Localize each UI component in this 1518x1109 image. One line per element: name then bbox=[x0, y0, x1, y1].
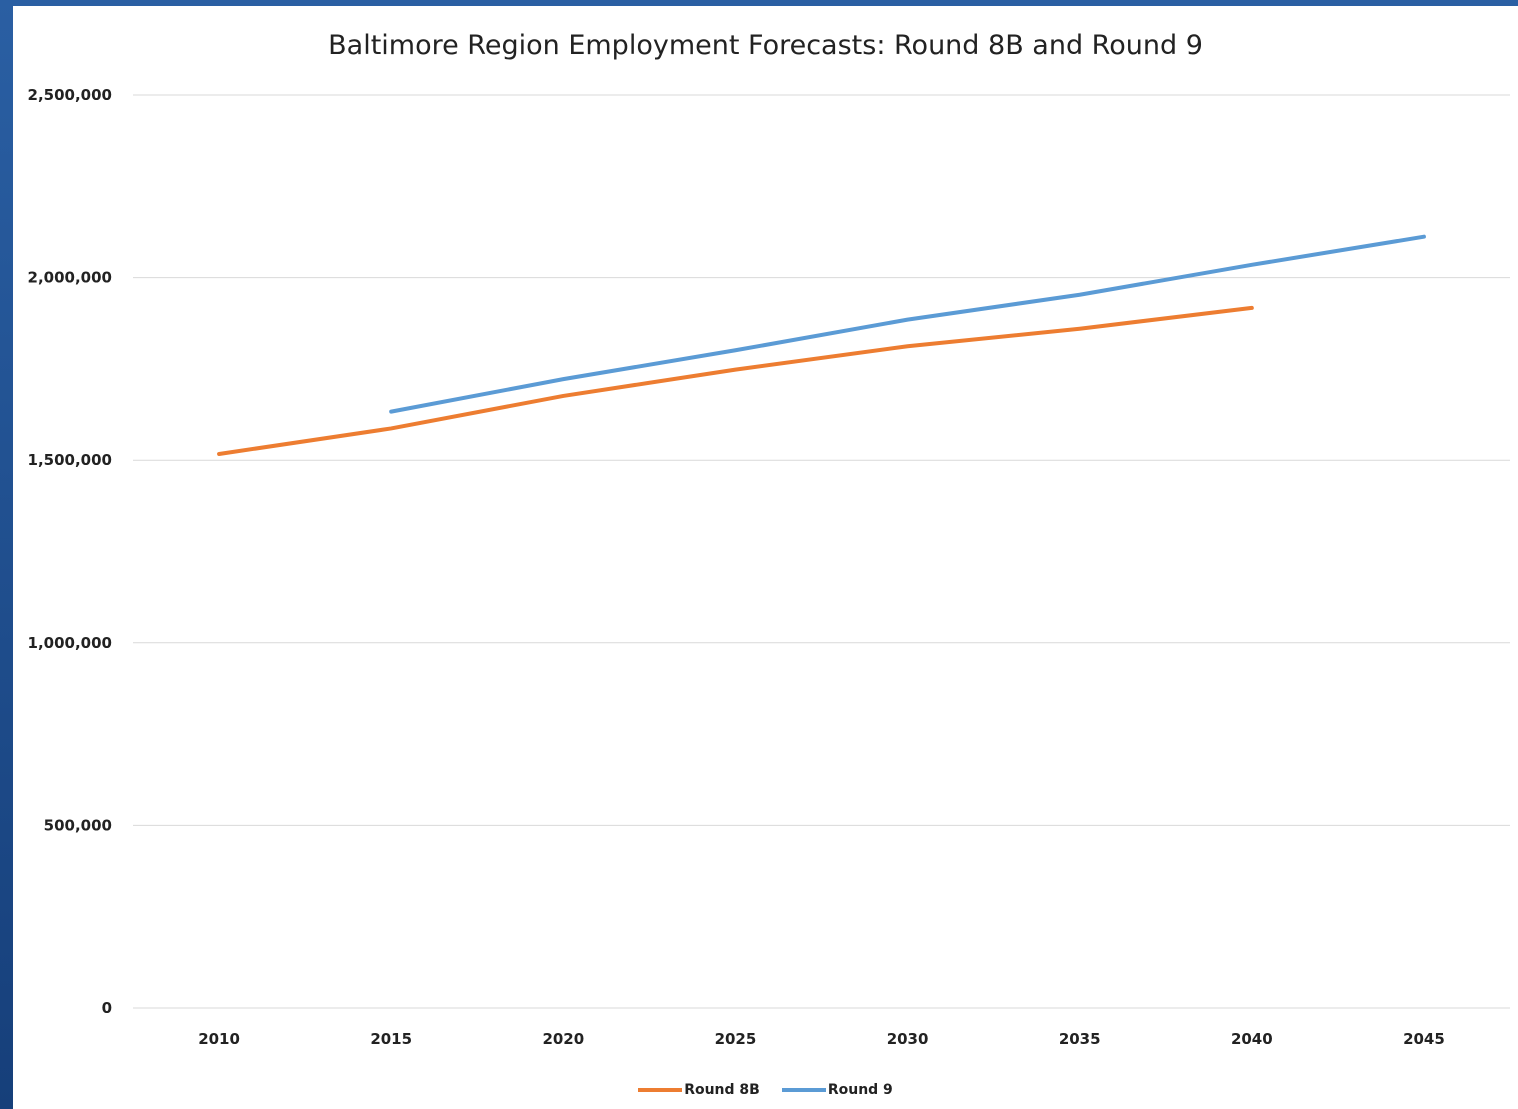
x-tick-label: 2040 bbox=[1231, 1030, 1273, 1048]
x-tick-label: 2015 bbox=[370, 1030, 412, 1048]
y-tick-label: 500,000 bbox=[44, 816, 112, 834]
chart-title: Baltimore Region Employment Forecasts: R… bbox=[328, 30, 1203, 61]
x-tick-label: 2035 bbox=[1059, 1030, 1101, 1048]
y-tick-label: 1,500,000 bbox=[28, 451, 112, 469]
legend-item: Round 9 bbox=[781, 1082, 893, 1098]
y-tick-label: 2,000,000 bbox=[28, 269, 112, 287]
series-line-round-9 bbox=[389, 234, 1426, 414]
legend-label: Round 9 bbox=[827, 1082, 893, 1098]
chart-area: Baltimore Region Employment Forecasts: R… bbox=[13, 6, 1518, 1109]
y-tick-label: 0 bbox=[102, 999, 112, 1017]
x-tick-label: 2010 bbox=[198, 1030, 240, 1048]
x-tick-label: 2025 bbox=[715, 1030, 757, 1048]
legend-swatch bbox=[781, 1088, 826, 1092]
y-tick-label: 1,000,000 bbox=[28, 634, 112, 652]
x-tick-label: 2030 bbox=[887, 1030, 929, 1048]
line-chart: 0 500,000 1,000,000 1,500,000 2,000,000 2,500… bbox=[28, 86, 1510, 1048]
legend-item: Round 8B bbox=[638, 1082, 760, 1098]
x-tick-label: 2020 bbox=[542, 1030, 584, 1048]
series-line-round-8b bbox=[217, 305, 1254, 456]
legend-label: Round 8B bbox=[684, 1082, 760, 1098]
chart-legend: Round 8B Round 9 bbox=[13, 1082, 1518, 1098]
x-tick-label: 2045 bbox=[1403, 1030, 1445, 1048]
y-tick-label: 2,500,000 bbox=[28, 86, 112, 104]
legend-swatch bbox=[638, 1088, 683, 1092]
